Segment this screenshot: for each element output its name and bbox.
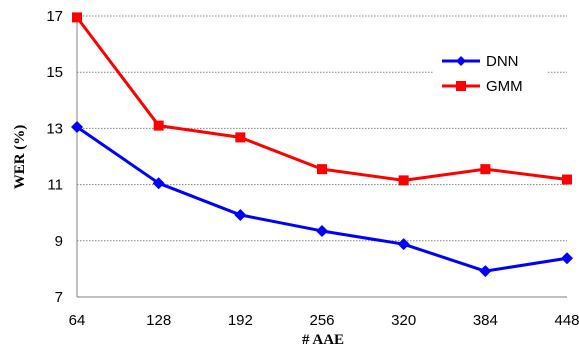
y-tick-label: 11 <box>47 177 63 194</box>
x-tick-label: 320 <box>391 312 416 329</box>
series-lines <box>71 12 573 278</box>
x-tick-labels: 64 128 192 256 320 384 448 <box>69 312 579 329</box>
series-dnn <box>71 120 573 278</box>
data-point-square <box>398 175 409 186</box>
x-tick-label: 64 <box>69 312 86 329</box>
x-tick-label: 128 <box>146 312 171 329</box>
y-tick-labels: 7 9 11 13 15 17 <box>46 8 63 306</box>
y-tick-label: 9 <box>55 233 63 250</box>
legend-box <box>434 42 548 114</box>
x-tick-label: 448 <box>554 312 579 329</box>
data-point-diamond <box>71 120 83 133</box>
data-point-diamond <box>152 177 165 190</box>
y-tick-label: 15 <box>46 64 63 81</box>
y-tick-label: 13 <box>46 120 63 137</box>
data-point-square <box>480 164 491 175</box>
data-point-square <box>72 12 82 23</box>
data-point-square <box>235 132 246 143</box>
legend-item-gmm: GMM <box>442 78 523 95</box>
x-tick-label: 256 <box>309 312 334 329</box>
y-axis-title: WER (%) <box>12 125 28 190</box>
series-line <box>76 125 568 273</box>
legend: DNN GMM <box>434 42 548 114</box>
data-point-square <box>456 81 466 91</box>
data-point-diamond <box>316 224 328 237</box>
data-point-square <box>562 174 572 185</box>
x-tick-label: 192 <box>228 312 253 329</box>
data-point-square <box>153 120 164 131</box>
legend-label: GMM <box>486 78 523 95</box>
x-axis-title: # AAE <box>302 332 344 348</box>
data-point-diamond <box>397 238 410 251</box>
y-tick-label: 17 <box>46 8 63 25</box>
data-point-diamond <box>456 56 466 66</box>
legend-item-dnn: DNN <box>442 53 519 70</box>
x-tick-label: 384 <box>473 312 498 329</box>
legend-label: DNN <box>486 53 519 70</box>
data-point-diamond <box>479 265 492 278</box>
data-point-square <box>317 164 327 175</box>
data-point-diamond <box>234 208 247 221</box>
y-tick-label: 7 <box>55 289 63 306</box>
series-gmm <box>72 12 572 186</box>
axes <box>76 16 567 298</box>
data-point-diamond <box>561 252 573 265</box>
